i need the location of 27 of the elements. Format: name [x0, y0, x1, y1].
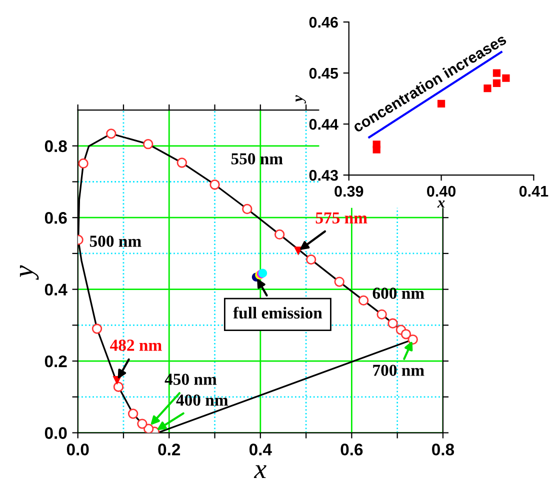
- x-tick-label: 0.41: [519, 186, 548, 197]
- annotation: 600 nm: [372, 288, 424, 299]
- annotation: 400 nm: [176, 394, 228, 406]
- y-tick-label: 0.45: [309, 68, 338, 79]
- y-tick-label: 0.4: [44, 284, 68, 296]
- x-tick-label: 0.6: [340, 444, 363, 456]
- annotation: full emission: [233, 306, 322, 319]
- x-tick-label: 0.4: [249, 444, 272, 456]
- x-tick-label: 0.2: [158, 444, 180, 456]
- y-axis-title: y: [296, 95, 306, 104]
- annotation: 500 nm: [90, 236, 142, 247]
- annotation: 700 nm: [373, 364, 424, 376]
- y-tick-label: 0.2: [44, 355, 67, 368]
- y-tick-label: 0.44: [309, 118, 338, 130]
- y-tick-label: 0.8: [44, 140, 67, 152]
- y-axis-title: y: [20, 265, 39, 280]
- x-tick-label: 0.8: [432, 444, 454, 456]
- y-tick-label: 0.6: [44, 212, 67, 224]
- annotation: 482 nm: [110, 340, 162, 351]
- y-tick-label: 0.0: [44, 427, 67, 439]
- x-tick-label: 0.40: [427, 186, 456, 197]
- x-tick-label: 0.39: [334, 186, 364, 197]
- y-tick-label: 0.43: [309, 170, 338, 181]
- x-axis-title: x: [437, 200, 445, 208]
- x-tick-label: 0.0: [66, 444, 89, 456]
- x-axis-title: x: [254, 465, 266, 478]
- y-tick-label: 0.46: [309, 16, 338, 28]
